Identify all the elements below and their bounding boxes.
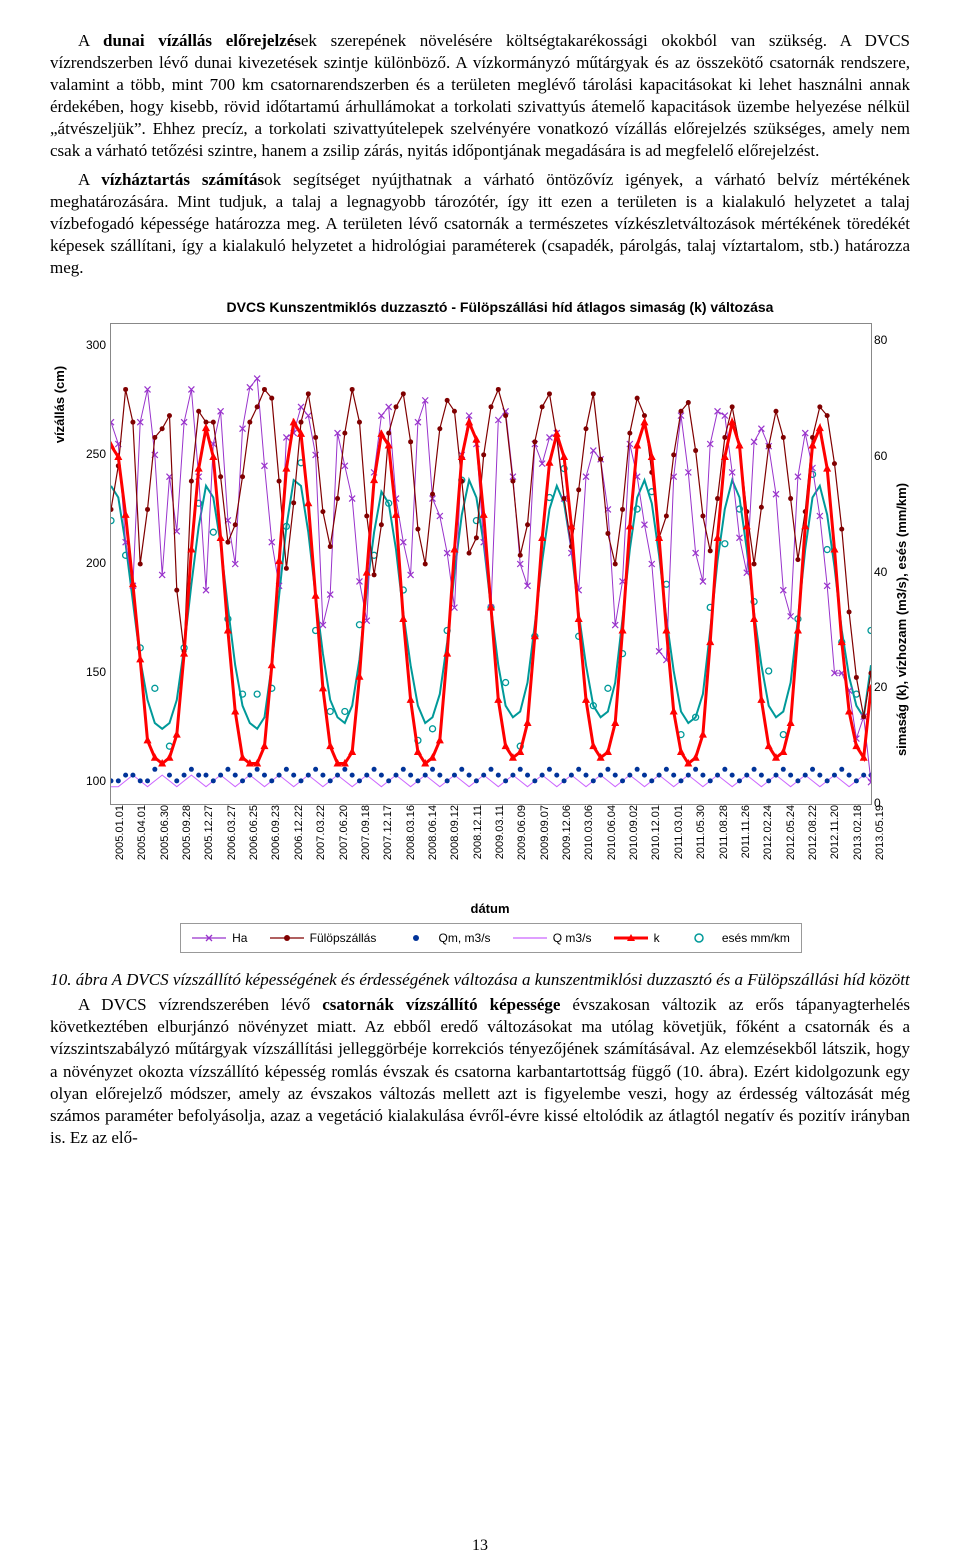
legend: HaFülöpszállásQm, m3/sQ m3/skesés mm/km [180,923,802,953]
page-number: 13 [0,1537,960,1555]
paragraph-3: A DVCS vízrendszerében lévő csatornák ví… [50,994,910,1149]
p3-pre: A DVCS vízrendszerében lévő [78,995,322,1014]
y-right-ticks: 020406080 [874,323,896,803]
x-ticks: 2005.01.012005.04.012005.06.302005.09.28… [110,805,870,900]
paragraph-1: A dunai vízállás előrejelzések szerepéne… [50,30,910,163]
figure-caption: 10. ábra A DVCS vízszállító képességének… [50,969,910,990]
chart: DVCS Kunszentmiklós duzzasztó - Fülöpszá… [50,299,910,959]
y-left-label: vízállás (cm) [50,359,70,449]
paragraph-2: A vízháztartás számítások segítséget nyú… [50,169,910,279]
p3-post: évszakosan változik az erős tápanyagterh… [50,995,910,1147]
p3-bold: csatornák vízszállító képessége [322,995,560,1014]
y-left-ticks: 100150200250300 [78,323,106,803]
p1-pre: A [78,31,103,50]
x-axis-label: dátum [110,901,870,916]
plot-area [110,323,872,805]
p2-bold: vízháztartás számítás [101,170,264,189]
p1-post: ek szerepének növelésére költségtakaréko… [50,31,910,160]
p1-bold: dunai vízállás előrejelzés [103,31,301,50]
p2-pre: A [78,170,101,189]
chart-title: DVCS Kunszentmiklós duzzasztó - Fülöpszá… [120,299,880,315]
